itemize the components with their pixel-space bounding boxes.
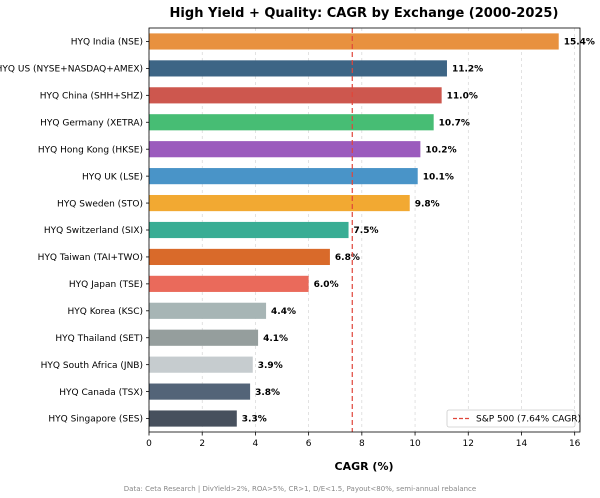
axes-frame [148,27,581,433]
x-axis-label: CAGR (%) [335,460,394,473]
category-label: HYQ Canada (TSX) [59,388,143,398]
x-tick-label: 4 [253,439,259,449]
bar [149,221,349,239]
bar [149,60,447,77]
footnote: Data: Ceta Research | DivYield>2%, ROA>5… [124,485,476,493]
value-label: 11.2% [452,65,483,75]
x-tick-label: 2 [199,439,205,449]
x-tick-label: 8 [359,439,365,449]
value-label: 4.4% [271,307,296,317]
category-label: HYQ Singapore (SES) [48,415,143,425]
bar [149,356,253,373]
value-label: 7.5% [354,226,379,236]
value-label: 15.4% [564,38,595,48]
category-label: HYQ US (NYSE+NASDAQ+AMEX) [0,65,143,75]
bar [149,114,434,131]
value-label: 6.0% [314,280,339,290]
bar [149,302,267,319]
bar [149,410,237,427]
category-label: HYQ China (SHH+SHZ) [40,92,143,102]
bar [149,141,421,158]
category-label: HYQ Thailand (SET) [55,334,143,344]
category-label: HYQ UK (LSE) [82,172,143,182]
value-label: 10.2% [425,145,456,155]
category-label: HYQ Taiwan (TAI+TWO) [38,253,143,263]
value-label: 4.1% [263,334,288,344]
value-label: 10.1% [423,172,454,182]
category-label: HYQ India (NSE) [71,38,143,48]
category-label: HYQ Korea (KSC) [67,307,143,317]
value-label: 3.9% [258,361,283,371]
category-label: HYQ Japan (TSE) [69,280,143,290]
x-tick-label: 6 [306,439,312,449]
bar [149,329,259,346]
category-label: HYQ Hong Kong (HKSE) [38,145,143,155]
plot-area: HYQ India (NSE) 15.4% HYQ US (NYSE+NASDAQ+… [0,27,595,449]
bar [149,168,418,185]
category-label: HYQ Germany (XETRA) [40,118,143,128]
value-label: 10.7% [439,118,470,128]
bar [149,248,330,266]
x-tick-label: 10 [409,439,421,449]
value-label: 9.8% [415,199,440,209]
x-tick-label: 12 [463,439,474,449]
x-tick-label: 14 [516,439,528,449]
bar [149,33,559,50]
category-label: HYQ Switzerland (SIX) [44,226,143,236]
legend-box [446,409,576,428]
value-label: 3.8% [255,388,280,398]
x-tick-label: 16 [569,439,581,449]
value-label: 11.0% [447,92,478,102]
bar [149,383,251,400]
bar [149,194,410,212]
value-label: 3.3% [242,415,267,425]
value-label: 6.8% [335,253,360,263]
x-tick-label: 0 [146,439,152,449]
chart-title: High Yield + Quality: CAGR by Exchange (… [170,6,559,21]
legend-label: S&P 500 (7.64% CAGR) [476,415,581,425]
category-label: HYQ Sweden (STO) [57,199,143,209]
bar [149,87,442,104]
category-label: HYQ South Africa (JNB) [41,361,143,371]
bar [149,275,309,292]
